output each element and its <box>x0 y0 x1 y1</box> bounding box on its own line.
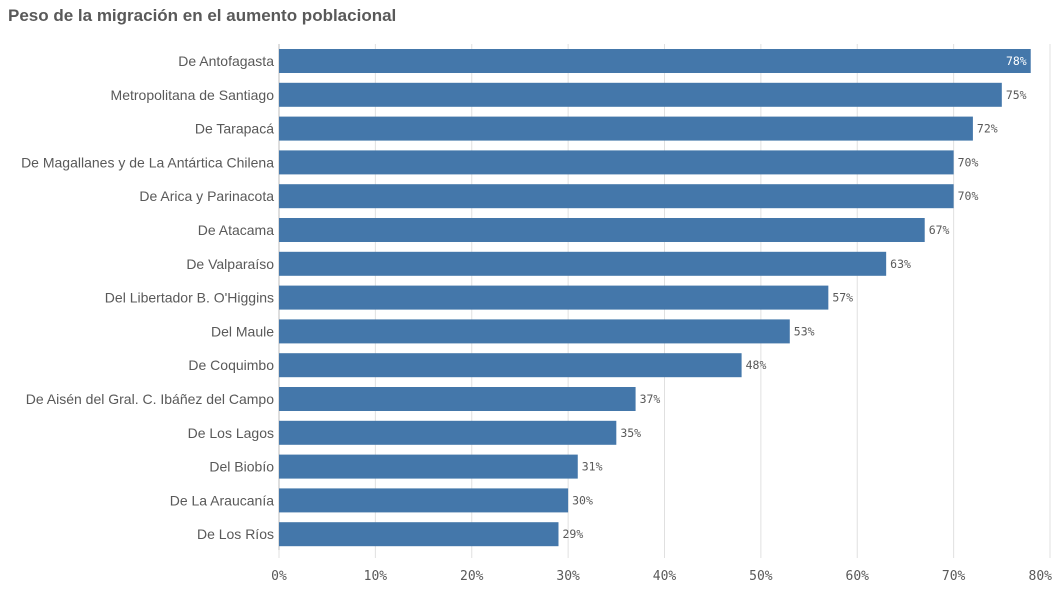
data-label: 29% <box>562 527 583 541</box>
bar <box>279 251 887 276</box>
bar <box>279 353 742 378</box>
category-label: Metropolitana de Santiago <box>111 87 275 103</box>
bar <box>279 454 578 479</box>
data-label: 75% <box>1006 88 1027 102</box>
bar <box>279 82 1002 107</box>
category-label: De Arica y Parinacota <box>139 188 274 204</box>
x-tick-label: 60% <box>846 569 870 584</box>
data-label: 37% <box>640 392 661 406</box>
x-tick-label: 80% <box>1029 569 1053 584</box>
bar <box>279 116 973 141</box>
data-label: 70% <box>958 155 979 169</box>
data-label: 70% <box>958 189 979 203</box>
bar <box>279 420 617 445</box>
category-label: De Magallanes y de La Antártica Chilena <box>21 154 274 170</box>
x-tick-label: 0% <box>271 569 287 584</box>
x-tick-label: 50% <box>749 569 773 584</box>
category-label: De Atacama <box>198 222 274 238</box>
bar <box>279 319 790 344</box>
category-label: De Valparaíso <box>186 256 274 272</box>
bar <box>279 49 1031 73</box>
data-label: 78% <box>1006 54 1027 68</box>
data-label: 63% <box>890 257 911 271</box>
bar <box>279 184 954 209</box>
x-tick-label: 70% <box>942 569 966 584</box>
category-label: Del Biobío <box>209 459 274 475</box>
chart-title: Peso de la migración en el aumento pobla… <box>8 6 397 25</box>
bar <box>279 522 559 547</box>
bar <box>279 218 925 242</box>
data-label: 53% <box>794 324 815 338</box>
bar <box>279 285 829 310</box>
x-tick-label: 40% <box>653 569 677 584</box>
category-label: De Antofagasta <box>178 53 274 69</box>
x-tick-label: 10% <box>364 569 388 584</box>
data-label: 67% <box>929 223 950 237</box>
data-label: 72% <box>977 122 998 136</box>
data-label: 35% <box>620 426 641 440</box>
category-label: De Los Ríos <box>197 526 274 542</box>
data-label: 57% <box>832 291 853 305</box>
category-label: De Aisén del Gral. C. Ibáñez del Campo <box>26 391 274 407</box>
data-label: 30% <box>572 493 593 507</box>
category-label: De Coquimbo <box>188 357 274 373</box>
category-label: De Tarapacá <box>195 121 274 137</box>
bar <box>279 488 569 513</box>
data-label: 48% <box>746 358 767 372</box>
x-tick-label: 20% <box>460 569 484 584</box>
bar <box>279 150 954 175</box>
x-tick-label: 30% <box>556 569 580 584</box>
bar <box>279 387 636 411</box>
category-label: De La Araucanía <box>170 492 275 508</box>
data-label: 31% <box>582 460 603 474</box>
category-label: De Los Lagos <box>188 425 274 441</box>
category-label: Del Libertador B. O'Higgins <box>105 290 274 306</box>
category-label: Del Maule <box>211 323 274 339</box>
